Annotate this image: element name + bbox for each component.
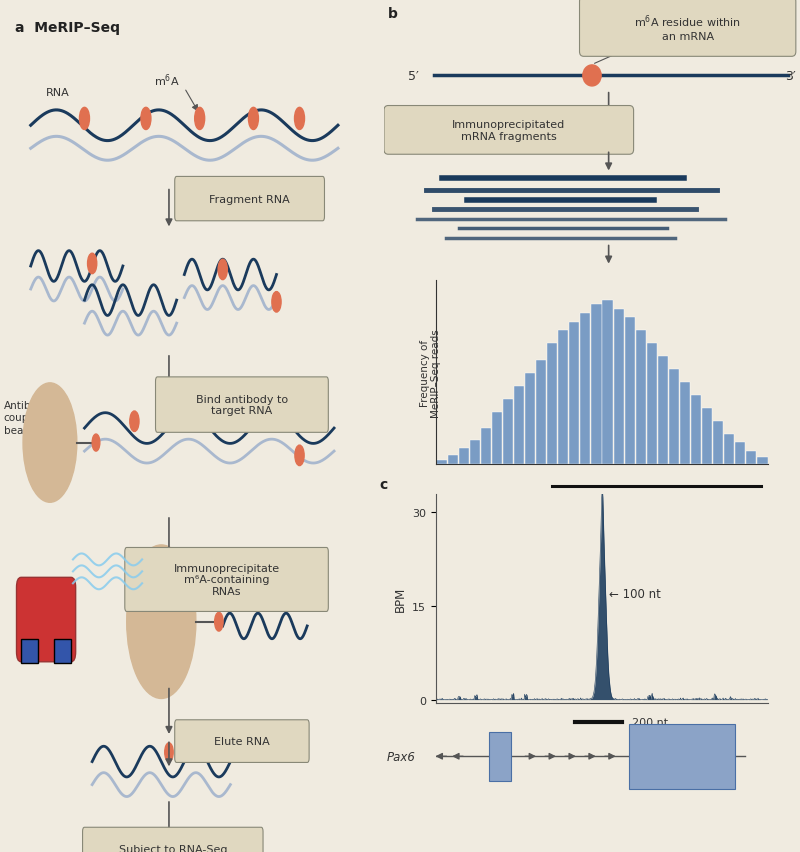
Bar [525,374,535,464]
Bar [547,344,558,464]
Bar [437,460,446,464]
Bar [447,456,458,464]
Text: Pax6: Pax6 [386,750,415,763]
Text: Immunoprecipitated
mRNA fragments: Immunoprecipitated mRNA fragments [452,119,566,142]
Bar [558,331,568,464]
Circle shape [272,292,281,313]
FancyBboxPatch shape [489,732,510,780]
Bar [691,395,701,464]
Text: m$^6$A: m$^6$A [154,72,179,89]
Text: Elute RNA: Elute RNA [214,736,270,746]
Text: c: c [379,477,388,492]
Circle shape [218,260,227,280]
Circle shape [87,254,97,274]
FancyBboxPatch shape [174,720,309,763]
Circle shape [79,108,90,130]
Text: 200 nt: 200 nt [632,717,668,727]
Text: m$^6$A residue within
an mRNA: m$^6$A residue within an mRNA [634,14,741,42]
Bar [580,314,590,464]
Circle shape [214,613,223,631]
Y-axis label: Frequency of
MeRIP–Seq reads: Frequency of MeRIP–Seq reads [420,328,442,417]
Circle shape [226,412,235,432]
Bar [481,429,491,464]
Bar [746,452,757,464]
Text: Antibody-
coupled
bead: Antibody- coupled bead [4,400,54,435]
Circle shape [294,108,305,130]
Text: Subject to RNA-Seq: Subject to RNA-Seq [118,843,227,852]
FancyBboxPatch shape [21,639,38,663]
Bar [614,309,624,464]
Bar [625,318,634,464]
Circle shape [126,545,196,699]
Bar [470,440,480,464]
FancyBboxPatch shape [174,177,325,222]
Text: a  MeRIP–Seq: a MeRIP–Seq [15,21,120,35]
Bar [602,301,613,464]
Bar [570,322,579,464]
Bar [636,331,646,464]
Bar [702,408,712,464]
Bar [669,370,679,464]
Text: 3′: 3′ [785,70,796,83]
Circle shape [130,412,139,432]
Circle shape [165,743,173,762]
FancyBboxPatch shape [54,639,71,663]
FancyBboxPatch shape [384,106,634,155]
Text: Bind antibody to
target RNA: Bind antibody to target RNA [196,394,288,416]
Text: RNA: RNA [46,88,70,97]
Bar [713,421,723,464]
Text: b: b [388,7,398,21]
Text: Fragment RNA: Fragment RNA [210,194,290,204]
Bar [724,435,734,464]
Circle shape [194,108,205,130]
Bar [758,458,767,464]
Bar [536,361,546,464]
FancyBboxPatch shape [82,827,263,852]
Circle shape [23,383,77,503]
Bar [658,357,668,464]
Circle shape [141,108,151,130]
Text: 5′: 5′ [408,70,418,83]
Bar [646,344,657,464]
Bar [591,305,602,464]
Bar [680,383,690,464]
Circle shape [249,108,258,130]
FancyBboxPatch shape [579,0,796,57]
Circle shape [295,446,304,466]
Text: Immunoprecipitate
m⁶A-containing
RNAs: Immunoprecipitate m⁶A-containing RNAs [174,563,280,596]
Bar [514,387,524,464]
Y-axis label: BPM: BPM [394,586,406,611]
FancyBboxPatch shape [125,548,328,612]
Text: ← 100 nt: ← 100 nt [609,587,661,601]
Text: 100 nt: 100 nt [638,504,674,515]
Bar [458,449,469,464]
FancyBboxPatch shape [17,578,76,662]
Bar [492,412,502,464]
Circle shape [583,66,601,87]
Circle shape [92,435,100,452]
FancyBboxPatch shape [629,724,734,789]
Bar [735,443,746,464]
FancyBboxPatch shape [155,377,328,433]
Bar [503,400,513,464]
